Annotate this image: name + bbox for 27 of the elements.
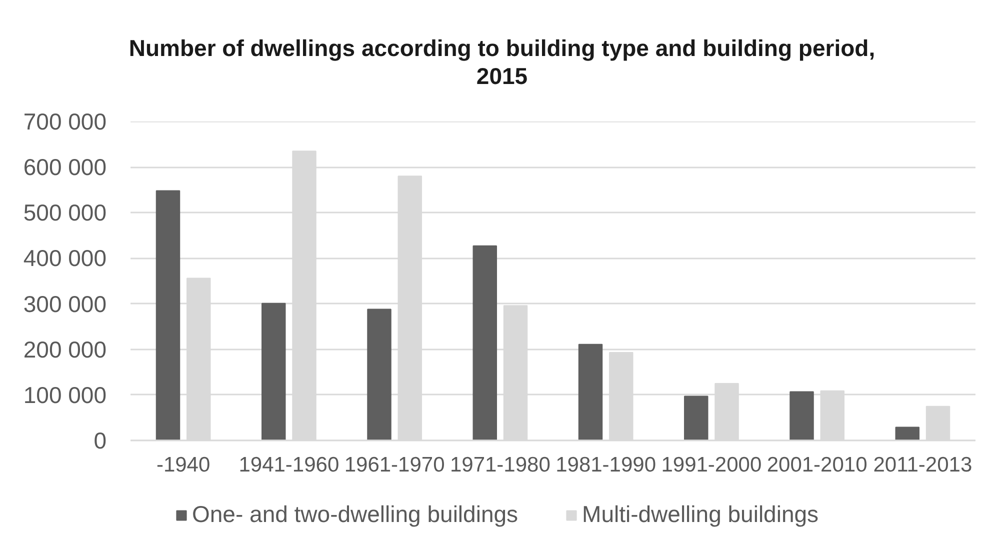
x-tick-label: 2001-2010 xyxy=(766,454,868,476)
x-tick-label: -1940 xyxy=(156,454,210,476)
bar xyxy=(895,426,920,440)
bar xyxy=(367,308,392,440)
x-tick-label: 1981-1990 xyxy=(556,454,656,476)
bar xyxy=(156,190,180,440)
legend-label: Multi-dwelling buildings xyxy=(582,501,819,528)
x-tick-label: 2011-2013 xyxy=(873,454,972,476)
y-tick-label: 400 000 xyxy=(23,245,106,272)
y-tick-label: 500 000 xyxy=(23,200,106,226)
x-tick-label: 1991-2000 xyxy=(661,454,762,476)
bar xyxy=(684,396,708,440)
y-tick-label: 300 000 xyxy=(23,290,106,317)
bar xyxy=(578,344,603,440)
y-tick-label: 0 xyxy=(94,428,107,454)
x-tick-label: 1961-1970 xyxy=(344,454,445,476)
y-tick-label: 700 000 xyxy=(23,108,106,134)
legend-label: One- and two-dwelling buildings xyxy=(192,501,518,528)
bar xyxy=(472,245,497,440)
y-tick-label: 600 000 xyxy=(23,154,106,180)
chart-title: Number of dwellings according to building type and building period, 2015 xyxy=(128,34,876,90)
x-tick-label: 1941-1960 xyxy=(238,454,340,476)
y-tick-label: 100 000 xyxy=(23,382,106,408)
x-tick-label: 1971-1980 xyxy=(450,454,550,476)
bar xyxy=(262,302,286,440)
bar xyxy=(790,391,814,440)
y-tick-label: 200 000 xyxy=(23,336,106,362)
